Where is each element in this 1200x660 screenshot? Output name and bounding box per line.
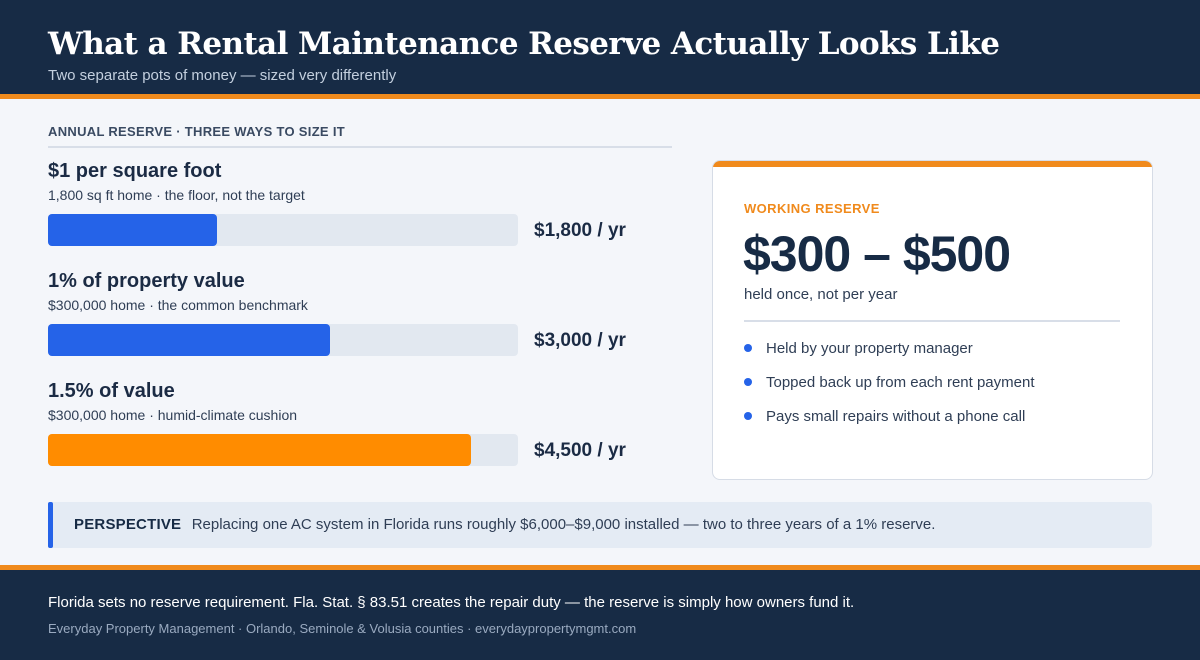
card-divider <box>744 320 1120 322</box>
bar-fill <box>48 434 471 466</box>
perspective-label: PERSPECTIVE <box>74 516 182 533</box>
page-title: What a Rental Maintenance Reserve Actual… <box>48 26 1000 62</box>
bar-subtitle: $300,000 home · humid-climate cushion <box>48 407 298 423</box>
footer-band: Florida sets no reserve requirement. Fla… <box>0 570 1200 660</box>
bar-value-label: $1,800 / yr <box>534 220 626 241</box>
bullet-dot-icon <box>744 344 752 352</box>
bar-value-label: $3,000 / yr <box>534 330 626 351</box>
perspective-line: PERSPECTIVE Replacing one AC system in F… <box>74 516 935 534</box>
bar-fill <box>48 214 217 246</box>
header-accent-rule <box>0 94 1200 99</box>
bar-fill <box>48 324 330 356</box>
callout-accent-bar <box>48 502 53 548</box>
footer-credits: Everyday Property Management · Orlando, … <box>48 621 637 636</box>
bar-track <box>48 214 518 246</box>
bullet-dot-icon <box>744 412 752 420</box>
card-bullet-text: Pays small repairs without a phone call <box>766 407 1026 425</box>
footer-accent-rule <box>0 565 1200 570</box>
bar-subtitle: 1,800 sq ft home · the floor, not the ta… <box>48 187 305 203</box>
card-bullet-text: Topped back up from each rent payment <box>766 373 1035 391</box>
bar-title: 1.5% of value <box>48 380 175 402</box>
bullet-dot-icon <box>744 378 752 386</box>
section-label: ANNUAL RESERVE · THREE WAYS TO SIZE IT <box>48 124 345 139</box>
card-accent-bar <box>713 161 1152 167</box>
bar-track <box>48 324 518 356</box>
card-bullet: Pays small repairs without a phone call <box>744 406 1025 426</box>
card-label: WORKING RESERVE <box>744 201 880 216</box>
footer-note: Florida sets no reserve requirement. Fla… <box>48 594 855 611</box>
page-subtitle: Two separate pots of money — sized very … <box>48 67 397 84</box>
bar-subtitle: $300,000 home · the common benchmark <box>48 297 308 313</box>
bar-value-label: $4,500 / yr <box>534 440 626 461</box>
card-bullet: Held by your property manager <box>744 338 973 358</box>
card-range: $300 – $500 <box>743 226 1011 282</box>
working-reserve-card: WORKING RESERVE $300 – $500 held once, n… <box>712 160 1153 480</box>
card-bullet-text: Held by your property manager <box>766 339 973 357</box>
header-band: What a Rental Maintenance Reserve Actual… <box>0 0 1200 94</box>
section-divider <box>48 146 672 148</box>
bar-title: $1 per square foot <box>48 160 222 182</box>
card-bullet: Topped back up from each rent payment <box>744 372 1035 392</box>
perspective-text: Replacing one AC system in Florida runs … <box>191 516 936 533</box>
card-note: held once, not per year <box>744 286 898 303</box>
bar-track <box>48 434 518 466</box>
perspective-callout: PERSPECTIVE Replacing one AC system in F… <box>48 502 1152 548</box>
bar-title: 1% of property value <box>48 270 245 292</box>
